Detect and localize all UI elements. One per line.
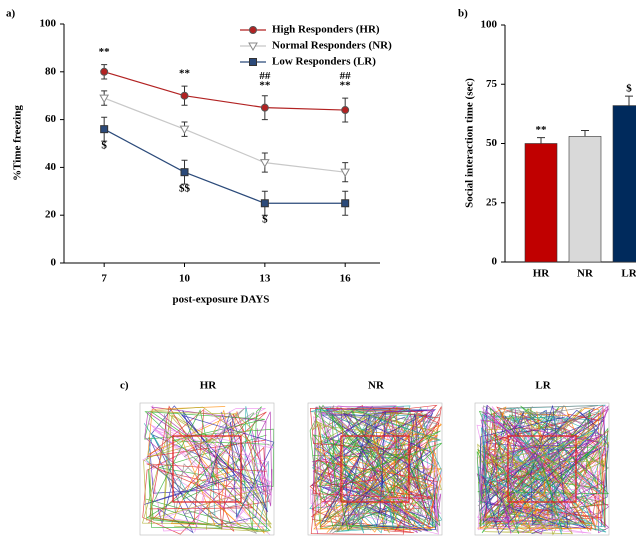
- legend-label: Low Responders (LR): [272, 56, 376, 68]
- panel-label: b): [458, 8, 468, 20]
- point: [181, 169, 188, 176]
- legend-marker: [250, 59, 257, 66]
- bar: [613, 106, 636, 262]
- annotation: $: [626, 83, 632, 95]
- annotation: $: [101, 139, 107, 151]
- annotation: **: [340, 80, 352, 92]
- panel-title: NR: [368, 380, 385, 392]
- x-axis-label: post-exposure DAYS: [173, 294, 270, 306]
- x-tick-label: HR: [533, 268, 551, 280]
- error-bar: [625, 96, 633, 105]
- y-tick-label: 60: [45, 113, 57, 125]
- point: [101, 126, 108, 133]
- bar: [569, 136, 601, 262]
- x-tick-label: 13: [259, 273, 271, 285]
- annotation: **: [536, 124, 548, 136]
- point: [261, 200, 268, 207]
- annotation: $: [262, 214, 268, 226]
- y-tick-label: 0: [51, 257, 57, 269]
- point: [181, 126, 189, 133]
- y-tick-label: 50: [486, 137, 498, 149]
- legend-label: Normal Responders (NR): [272, 40, 392, 52]
- x-tick-label: 16: [340, 273, 352, 285]
- point: [341, 169, 349, 176]
- annotation: **: [259, 80, 271, 92]
- legend-label: High Responders (HR): [272, 24, 380, 36]
- point: [342, 107, 349, 114]
- y-tick-label: 20: [45, 209, 57, 221]
- y-tick-label: 100: [40, 18, 57, 30]
- panel-label: a): [6, 8, 16, 20]
- x-tick-label: 7: [101, 273, 107, 285]
- y-tick-label: 25: [486, 196, 498, 208]
- annotation: $$: [179, 182, 191, 194]
- point: [101, 68, 108, 75]
- annotation: **: [179, 68, 191, 80]
- point: [342, 200, 349, 207]
- y-tick-label: 100: [481, 19, 498, 31]
- y-tick-label: 0: [492, 256, 498, 268]
- series-line: [104, 129, 345, 203]
- panel-title: LR: [535, 380, 551, 392]
- y-axis-label: Social interaction time (sec): [464, 78, 476, 208]
- x-tick-label: LR: [621, 268, 636, 280]
- point: [261, 104, 268, 111]
- y-tick-label: 75: [486, 78, 498, 90]
- y-tick-label: 80: [45, 65, 57, 77]
- trajectory-images: HR NR LR: [140, 380, 609, 535]
- x-tick-label: NR: [577, 268, 594, 280]
- annotation: **: [99, 46, 111, 58]
- panel-label: c): [120, 380, 129, 392]
- error-bar: [537, 138, 545, 144]
- bar: [525, 144, 557, 263]
- point: [181, 92, 188, 99]
- y-axis-label: %Time freezing: [12, 105, 24, 181]
- figure: a) b) post-exposure DAYS %Time freezing …: [0, 0, 636, 538]
- error-bar: [581, 130, 589, 136]
- y-tick-label: 40: [45, 161, 57, 173]
- panel-title: HR: [200, 380, 218, 392]
- series-line: [104, 72, 345, 110]
- legend-marker: [250, 27, 257, 34]
- x-tick-label: 10: [179, 273, 191, 285]
